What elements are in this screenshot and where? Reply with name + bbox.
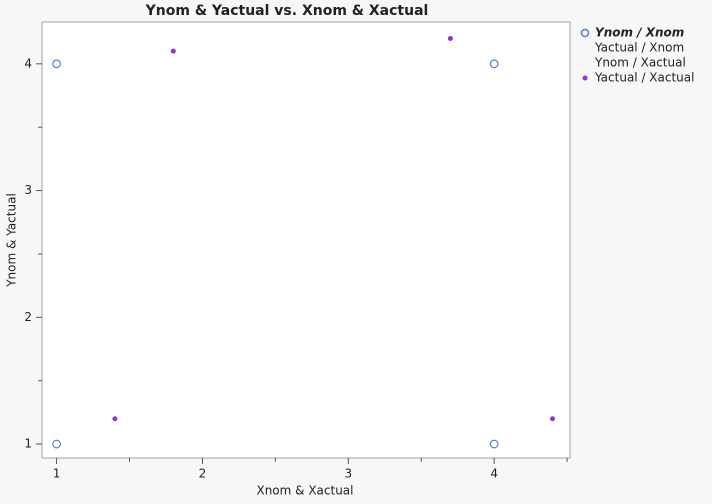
point — [52, 59, 61, 69]
point — [549, 416, 555, 422]
legend-marker — [580, 28, 590, 38]
point — [170, 48, 176, 54]
y-tick-label: 1 — [24, 437, 32, 451]
legend-label: Yactual / Xnom — [594, 41, 684, 55]
point — [489, 59, 499, 69]
legend-label: Ynom / Xactual — [594, 56, 686, 70]
legend-label: Ynom / Xnom — [595, 26, 684, 40]
x-tick-label: 4 — [490, 467, 498, 481]
point — [112, 416, 118, 422]
legend-label: Yactual / Xactual — [594, 71, 694, 85]
y-tick-label: 2 — [24, 310, 32, 324]
y-tick-label: 3 — [24, 183, 32, 197]
y-axis-label: Ynom & Yactual — [5, 193, 19, 288]
point — [489, 439, 499, 449]
legend-marker — [582, 75, 588, 81]
x-axis-label: Xnom & Xactual — [256, 484, 353, 498]
point — [447, 35, 453, 41]
y-tick-label: 4 — [24, 56, 32, 70]
point — [52, 439, 61, 449]
plot-frame — [41, 21, 571, 459]
x-tick-label: 2 — [199, 467, 207, 481]
x-tick-label: 1 — [53, 467, 61, 481]
x-tick-label: 3 — [344, 467, 352, 481]
chart-title: Ynom & Yactual vs. Xnom & Xactual — [145, 3, 429, 19]
